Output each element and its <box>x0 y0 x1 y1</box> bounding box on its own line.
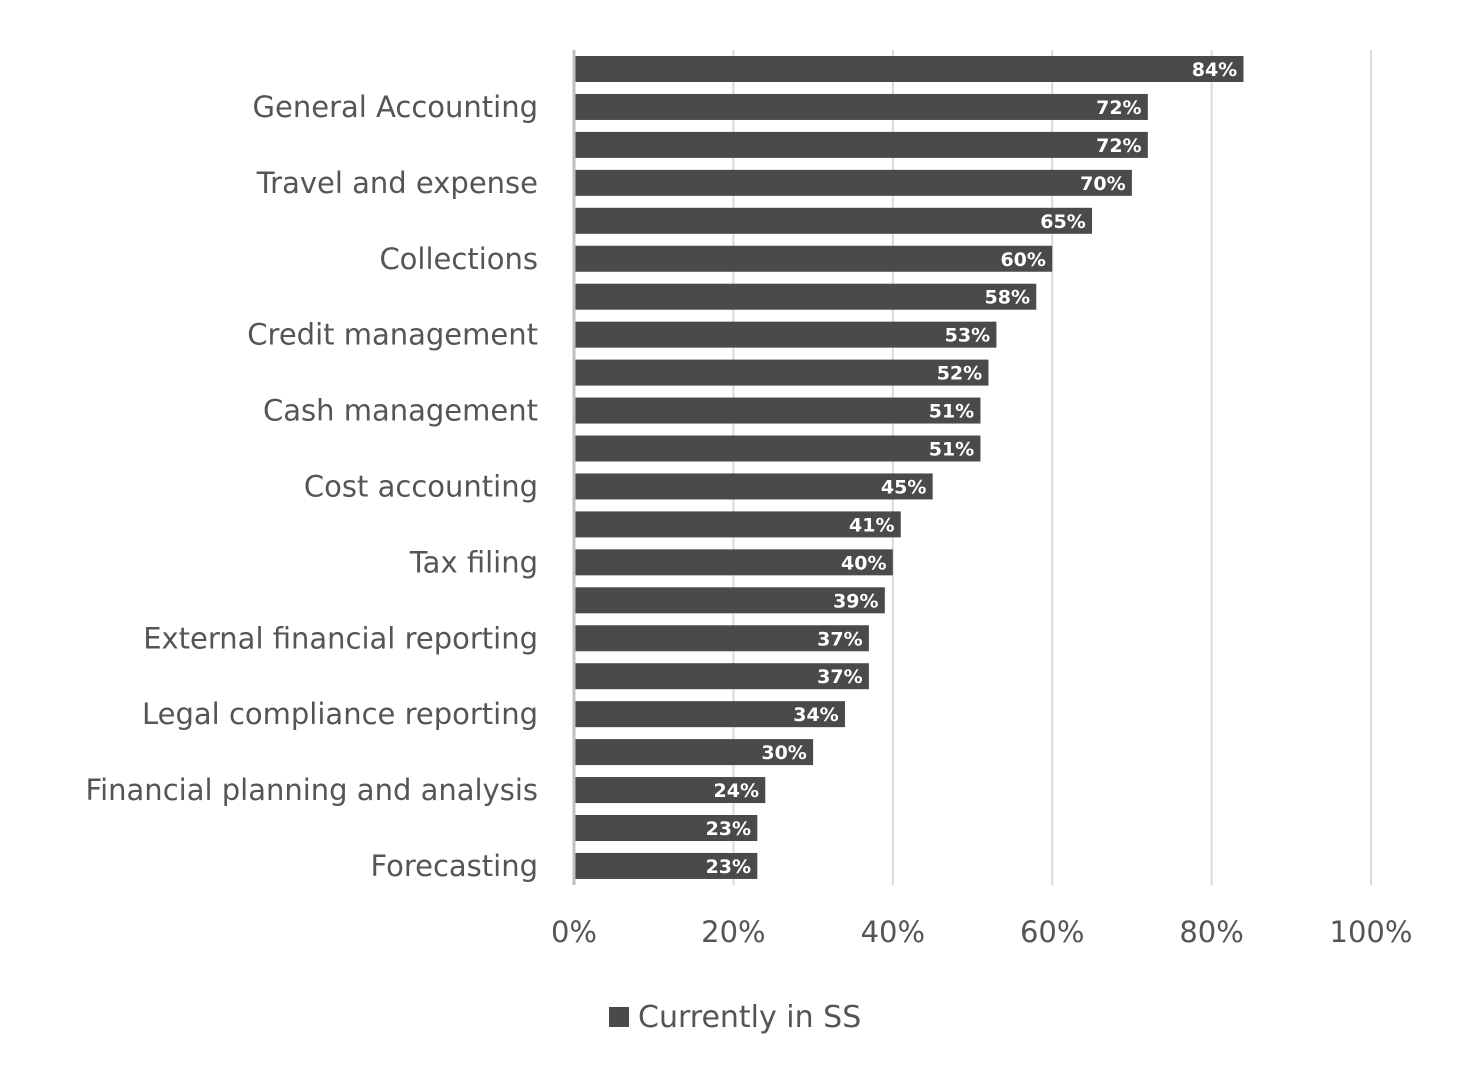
data-label: 60% <box>1000 249 1045 271</box>
bar <box>574 549 893 576</box>
data-label: 23% <box>706 856 751 878</box>
data-label: 51% <box>929 439 974 461</box>
x-tick-label: 40% <box>861 915 925 949</box>
category-label: Travel and expense <box>256 166 538 200</box>
data-label: 72% <box>1096 135 1141 157</box>
data-label: 24% <box>714 780 759 802</box>
data-label: 58% <box>985 287 1030 309</box>
bar <box>574 397 981 424</box>
bar <box>574 283 1037 310</box>
data-label: 37% <box>817 666 862 688</box>
x-tick-label: 0% <box>551 915 597 949</box>
category-label: Credit management <box>247 318 538 352</box>
category-label: General Accounting <box>253 90 538 124</box>
category-label: Collections <box>379 242 538 276</box>
bar <box>574 777 766 804</box>
category-label: Tax filing <box>409 545 538 579</box>
bar <box>574 815 758 841</box>
data-label: 52% <box>937 363 982 385</box>
data-label: 72% <box>1096 97 1141 119</box>
data-label: 39% <box>833 590 878 612</box>
bar <box>574 435 981 462</box>
bar <box>574 511 901 538</box>
category-axis: General Accounting Travel and expense Coll… <box>86 90 538 883</box>
value-axis: 0% 20% 40% 60% 80% 100% <box>551 915 1412 949</box>
data-label: 70% <box>1080 173 1125 195</box>
bar <box>574 169 1132 196</box>
category-label: Financial planning and analysis <box>86 773 538 807</box>
x-tick-label: 80% <box>1179 915 1243 949</box>
data-label: 65% <box>1040 211 1085 233</box>
category-label: External financial reporting <box>143 621 538 655</box>
category-label: Forecasting <box>370 849 538 883</box>
data-label: 51% <box>929 401 974 423</box>
category-label: Legal compliance reporting <box>142 697 538 731</box>
bar <box>574 207 1093 234</box>
data-label: 45% <box>881 476 926 498</box>
bar <box>574 701 845 728</box>
bar <box>574 473 933 500</box>
data-label: 37% <box>817 628 862 650</box>
legend-label: Currently in SS <box>638 1000 861 1035</box>
bars: 84%72%72%70%65%60%58%53%52%51%51%45%41%4… <box>572 50 1244 885</box>
bar <box>574 93 1148 120</box>
bar <box>574 245 1053 272</box>
data-label: 34% <box>793 704 838 726</box>
category-label: Cash management <box>263 394 538 428</box>
bar <box>574 625 869 652</box>
x-tick-label: 100% <box>1330 915 1413 949</box>
legend-swatch <box>609 1007 629 1027</box>
category-label: Cost accounting <box>304 469 538 503</box>
bar <box>574 587 885 614</box>
bar <box>574 852 758 879</box>
bar <box>574 359 989 386</box>
data-label: 53% <box>945 325 990 347</box>
bar <box>574 739 814 766</box>
legend: Currently in SS <box>609 1000 861 1035</box>
data-label: 23% <box>706 818 751 840</box>
bar <box>574 131 1148 158</box>
bar <box>574 56 1244 82</box>
data-label: 84% <box>1192 59 1237 81</box>
bar <box>574 321 997 348</box>
data-label: 30% <box>761 742 806 764</box>
bar <box>574 663 869 690</box>
x-tick-label: 20% <box>701 915 765 949</box>
x-tick-label: 60% <box>1020 915 1084 949</box>
data-label: 41% <box>849 514 894 536</box>
data-label: 40% <box>841 552 886 574</box>
